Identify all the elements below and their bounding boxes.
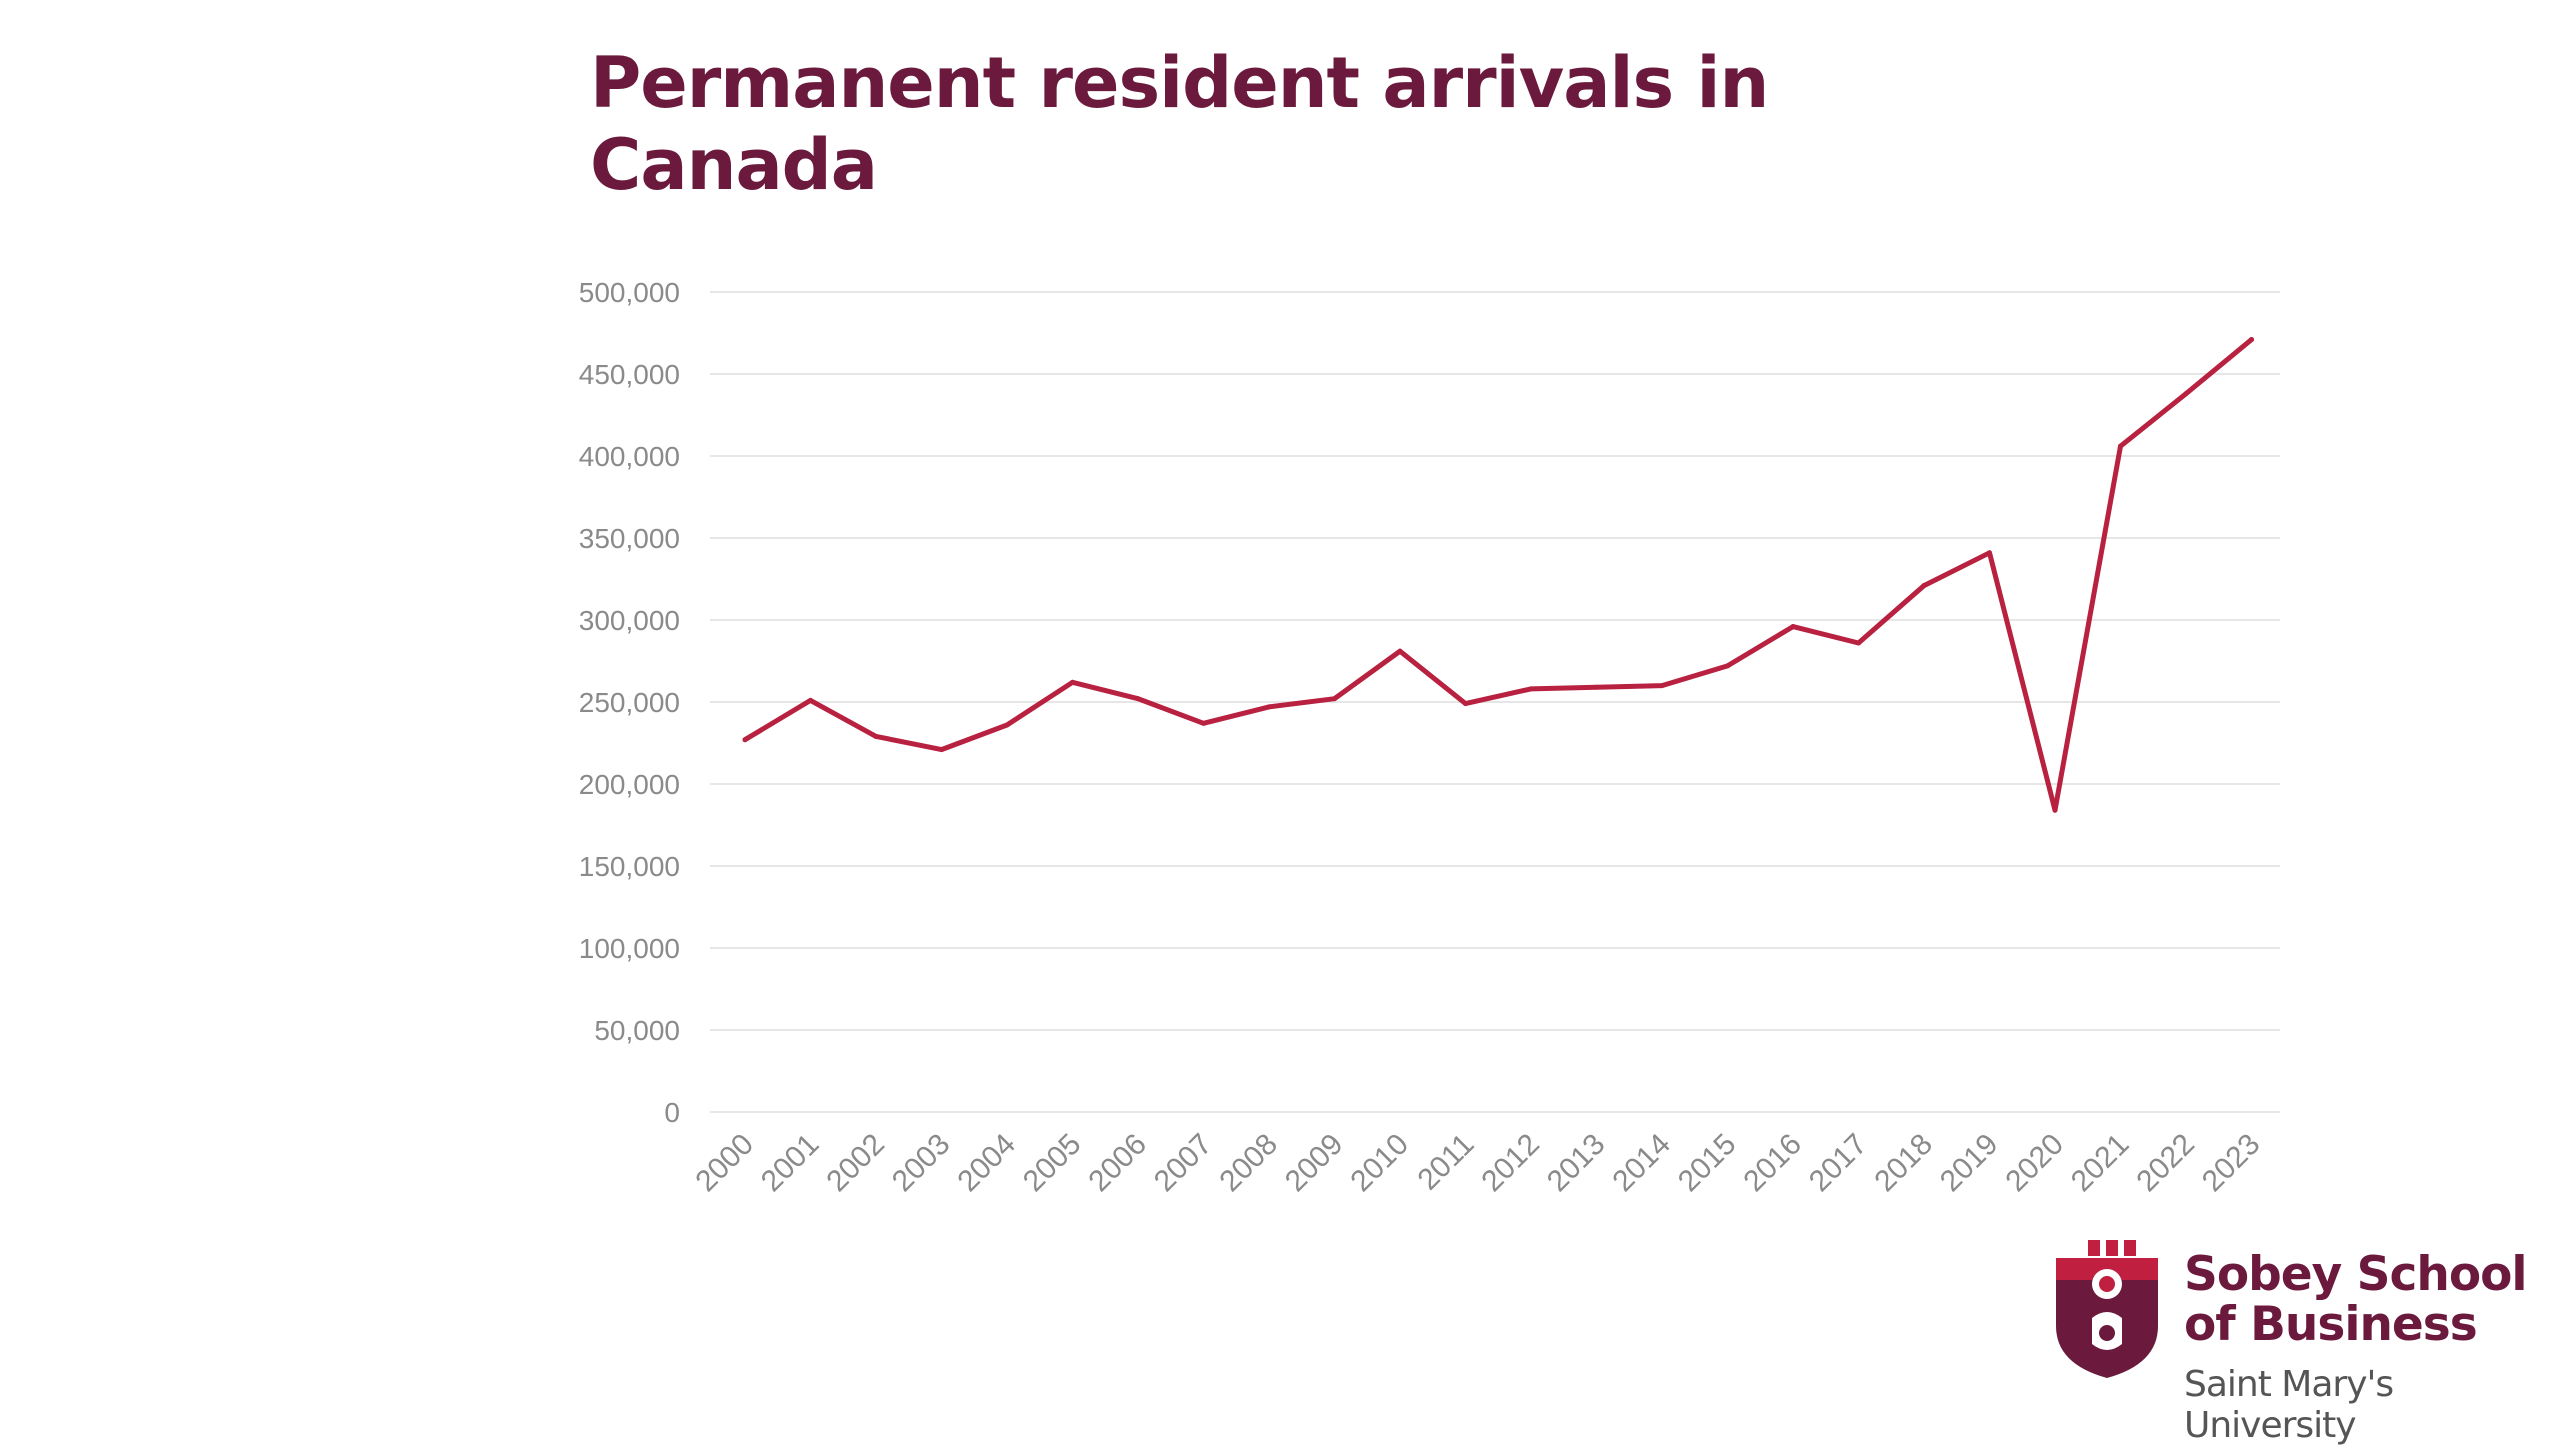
x-axis-ticks: 2000200120022003200420052006200720082009… bbox=[689, 1128, 2266, 1199]
x-tick-label: 2008 bbox=[1213, 1128, 1284, 1199]
x-tick-label: 2006 bbox=[1082, 1128, 1153, 1199]
x-tick-label: 2002 bbox=[820, 1128, 891, 1199]
gridlines bbox=[710, 291, 2280, 1113]
x-tick-label: 2019 bbox=[1934, 1128, 2005, 1199]
x-tick-label: 2009 bbox=[1279, 1128, 1350, 1199]
data-point bbox=[873, 733, 879, 739]
x-tick-label: 2020 bbox=[1999, 1128, 2070, 1199]
y-tick-label: 300,000 bbox=[579, 605, 680, 636]
data-point bbox=[1266, 704, 1272, 710]
x-tick-label: 2000 bbox=[689, 1128, 760, 1199]
data-point bbox=[1201, 720, 1206, 726]
data-point bbox=[1528, 686, 1534, 692]
series-line bbox=[742, 337, 2254, 813]
logo-line-1: Sobey School bbox=[2184, 1247, 2528, 1302]
data-point bbox=[1070, 679, 1075, 685]
x-tick-label: 2005 bbox=[1017, 1128, 1088, 1199]
sobey-school-logo: Sobey School of Business Saint Mary's Un… bbox=[2040, 1230, 2540, 1446]
y-tick-label: 0 bbox=[664, 1097, 680, 1128]
data-point bbox=[1790, 624, 1796, 630]
x-tick-label: 2021 bbox=[2065, 1128, 2136, 1199]
data-point bbox=[1921, 583, 1927, 589]
x-tick-label: 2016 bbox=[1737, 1128, 1808, 1199]
data-point bbox=[742, 737, 748, 743]
x-tick-label: 2003 bbox=[886, 1128, 957, 1199]
data-point bbox=[2118, 443, 2123, 449]
x-tick-label: 2015 bbox=[1672, 1128, 1743, 1199]
x-tick-label: 2011 bbox=[1411, 1128, 1480, 1197]
x-tick-label: 2012 bbox=[1475, 1128, 1546, 1199]
chart-title: Permanent resident arrivals in Canada bbox=[590, 42, 1769, 206]
y-axis-ticks: 0 50,000 100,000 150,000 200,000 250,000 300,0… bbox=[579, 277, 680, 1128]
data-point bbox=[2249, 337, 2254, 343]
x-tick-label: 2007 bbox=[1148, 1128, 1219, 1199]
x-tick-label: 2017 bbox=[1803, 1128, 1874, 1199]
x-tick-label: 2004 bbox=[951, 1128, 1022, 1199]
y-tick-label: 150,000 bbox=[579, 851, 680, 882]
y-tick-label: 500,000 bbox=[579, 277, 680, 308]
y-tick-label: 50,000 bbox=[594, 1015, 680, 1046]
x-tick-label: 2014 bbox=[1606, 1128, 1677, 1199]
line-chart: 0 50,000 100,000 150,000 200,000 250,000 300,0… bbox=[579, 277, 2280, 1199]
data-point bbox=[1463, 701, 1468, 707]
data-point bbox=[1004, 722, 1010, 728]
y-tick-label: 200,000 bbox=[579, 769, 680, 800]
crest-icon bbox=[2056, 1240, 2158, 1378]
data-point bbox=[2183, 391, 2189, 397]
x-tick-label: 2018 bbox=[1868, 1128, 1939, 1199]
logo-line-2: of Business bbox=[2184, 1297, 2478, 1352]
data-point bbox=[2052, 807, 2058, 813]
data-point bbox=[1659, 683, 1665, 689]
data-point bbox=[1987, 550, 1992, 556]
y-tick-label: 400,000 bbox=[579, 441, 680, 472]
data-point bbox=[939, 747, 944, 753]
x-tick-label: 2023 bbox=[2196, 1128, 2267, 1199]
x-tick-label: 2001 bbox=[755, 1128, 826, 1199]
data-point bbox=[1725, 663, 1730, 669]
data-point bbox=[1856, 640, 1861, 646]
data-point bbox=[1332, 696, 1337, 702]
y-tick-label: 350,000 bbox=[579, 523, 680, 554]
x-tick-label: 2010 bbox=[1344, 1128, 1415, 1199]
y-tick-label: 100,000 bbox=[579, 933, 680, 964]
data-point bbox=[1594, 684, 1599, 690]
series-layer bbox=[742, 337, 2254, 813]
y-tick-label: 250,000 bbox=[579, 687, 680, 718]
data-point bbox=[1135, 696, 1141, 702]
x-tick-label: 2013 bbox=[1541, 1128, 1612, 1199]
x-tick-label: 2022 bbox=[2130, 1128, 2201, 1199]
data-point bbox=[808, 697, 813, 703]
y-tick-label: 450,000 bbox=[579, 359, 680, 390]
data-point bbox=[1397, 648, 1403, 654]
logo-subtitle: Saint Mary's University bbox=[2184, 1364, 2394, 1446]
